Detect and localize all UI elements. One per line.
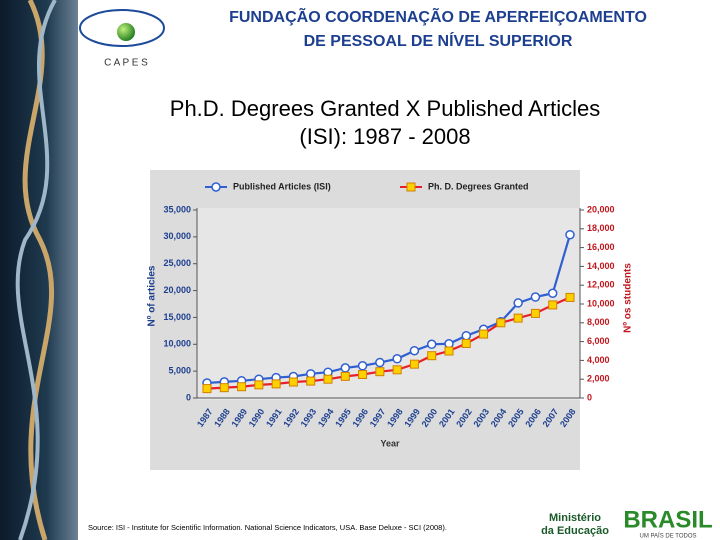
point [479,329,489,339]
brand: BRASIL [623,506,712,533]
x-axis-label: Year [380,438,400,448]
point [461,330,472,341]
point [548,300,558,310]
y2-tick-label: 18,000 [587,223,615,233]
legend-marker [406,182,416,192]
y2-tick-label: 10,000 [587,298,615,308]
point [461,338,471,348]
y-tick-label: 35,000 [163,204,191,214]
point [340,371,350,381]
series-line [206,296,571,390]
logo-globe [117,23,135,41]
y-axis-label: Nº of articles [147,265,158,326]
point [547,288,558,299]
source-note: Source: ISI - Institute for Scientific I… [88,523,447,532]
y-tick-label: 15,000 [163,312,191,322]
y-tick-label: 30,000 [163,231,191,241]
y-tick-label: 10,000 [163,339,191,349]
y2-tick-label: 16,000 [587,242,615,252]
point [409,359,419,369]
logo-text: C A P E S [104,58,148,69]
point [530,292,541,302]
point [496,318,506,328]
point [219,383,229,393]
y2-tick-label: 12,000 [587,280,615,290]
point [375,367,385,377]
y2-tick-label: 2,000 [587,374,610,384]
point [530,308,540,318]
point [427,351,437,361]
y-tick-label: 0 [186,392,191,402]
point [306,376,316,386]
y2-tick-label: 0 [587,392,592,402]
y2-tick-label: 20,000 [587,204,615,214]
point [392,354,402,364]
point [444,346,454,356]
point [340,363,351,373]
legend-label: Ph. D. Degrees Granted [428,181,529,191]
point [375,357,385,368]
y-tick-label: 20,000 [163,285,191,295]
point [513,298,523,308]
point [426,339,437,350]
point [288,377,298,387]
point [271,379,281,389]
y2-tick-label: 8,000 [587,317,610,327]
legend-marker [211,182,221,192]
y2-tick-label: 6,000 [587,336,610,346]
y2-tick-label: 14,000 [587,261,615,271]
y-tick-label: 25,000 [163,258,191,268]
point [565,229,575,240]
point [202,384,212,394]
dna-decoration [15,0,57,540]
tagline: UM PAÍS DE TODOS [639,533,696,540]
header-line: DE PESSOAL DE NÍVEL SUPERIOR [304,31,573,50]
legend-label: Published Articles (ISI) [233,181,331,191]
point [513,313,523,323]
slide-title: (ISI): 1987 - 2008 [299,124,470,149]
header-line: FUNDAÇÃO COORDENAÇÃO DE APERFEIÇOAMENTO [229,6,647,26]
point [357,361,368,371]
logo-ring [79,9,165,47]
slide-title: Ph.D. Degrees Granted X Published Articl… [170,96,600,121]
point [409,345,420,356]
point [392,365,402,375]
point [565,292,575,302]
point [323,374,333,384]
point [358,370,368,379]
ministry: Ministério [549,512,601,524]
point [254,380,264,390]
y2-tick-label: 4,000 [587,355,610,365]
ministry: da Educação [541,525,609,537]
y-tick-label: 5,000 [168,366,191,376]
series-line [206,234,572,385]
point [237,382,247,392]
y2-axis-label: Nº os students [623,263,634,333]
